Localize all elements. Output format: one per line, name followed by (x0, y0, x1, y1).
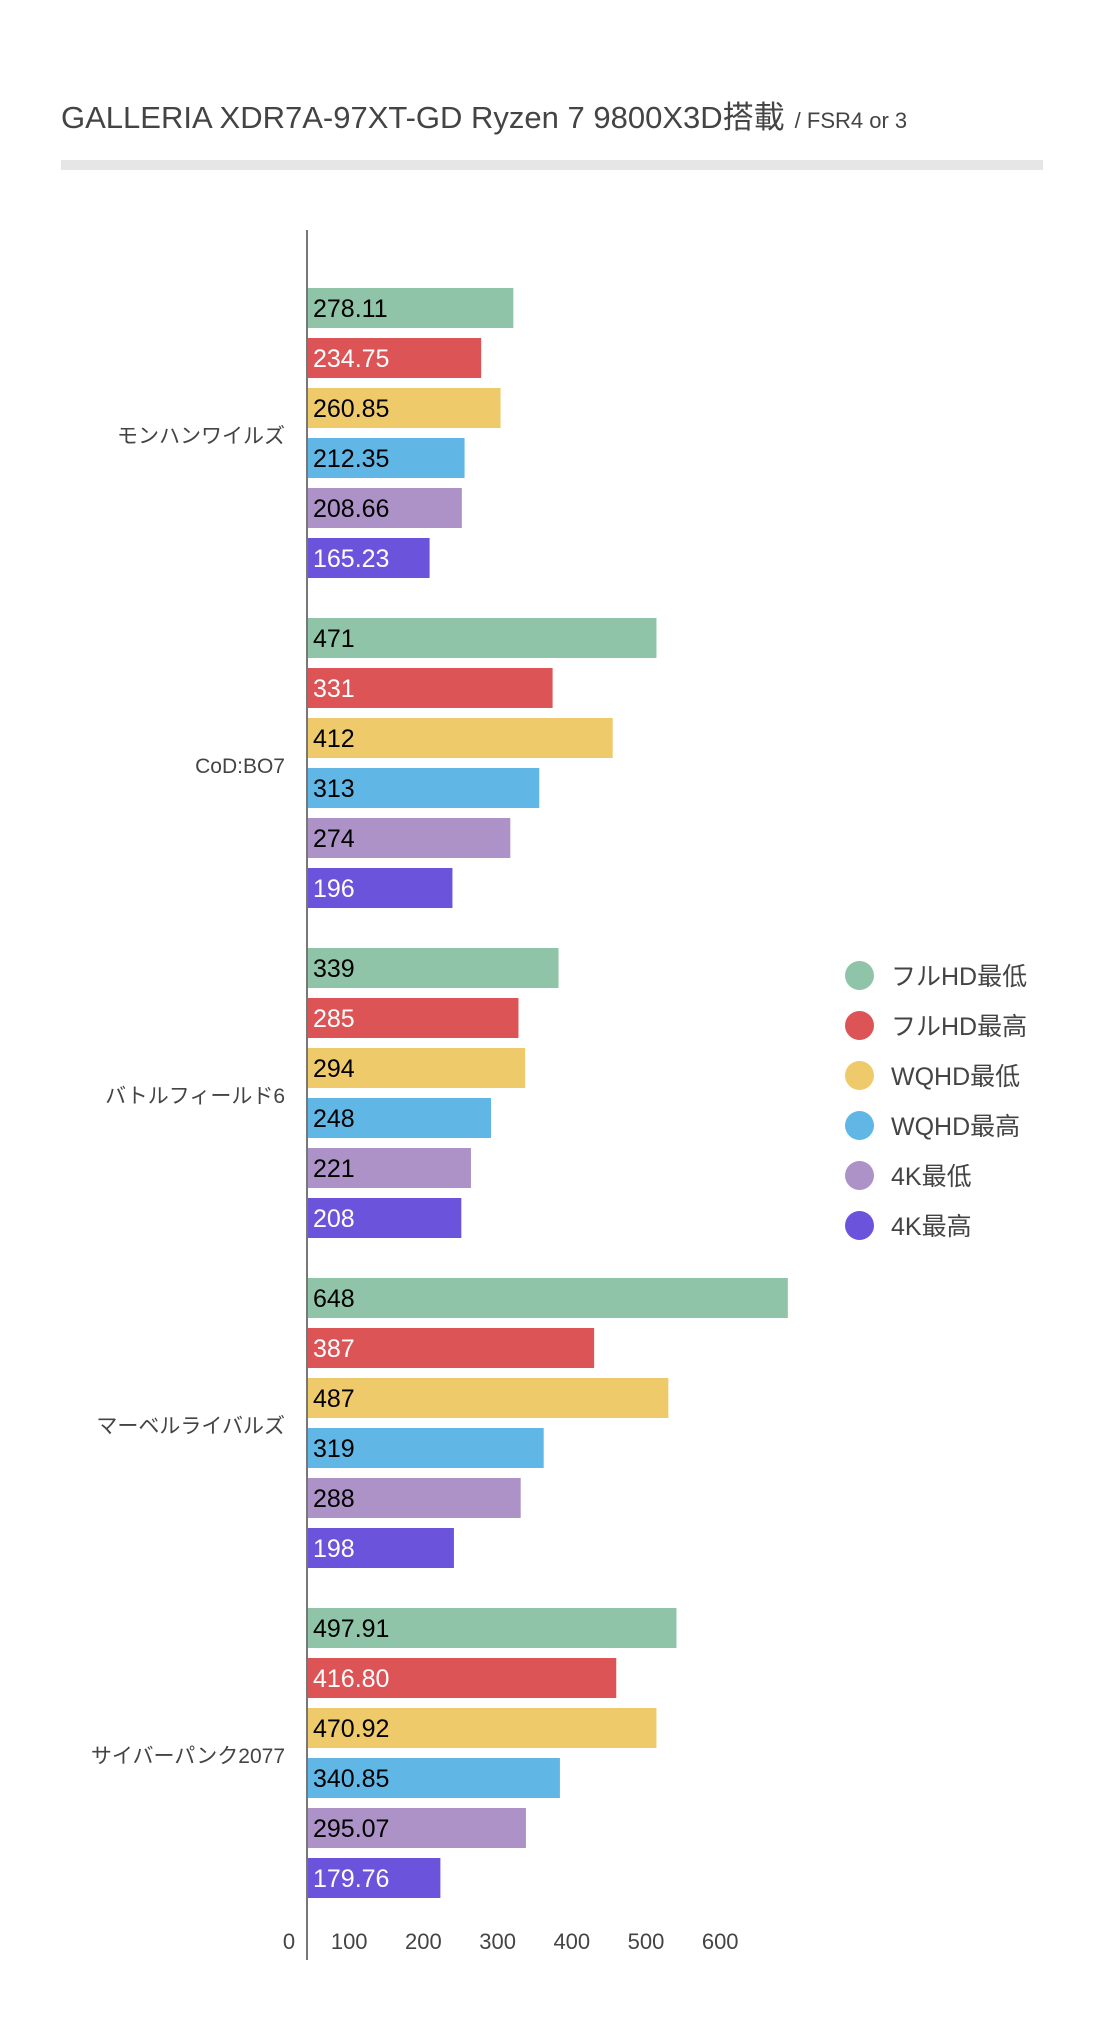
bar (307, 1478, 521, 1518)
bar-value-label: 487 (313, 1385, 355, 1413)
bar-value-label: 331 (313, 675, 355, 703)
x-tick-label: 0 (283, 1929, 295, 1954)
bar (307, 1378, 669, 1418)
bar-value-label: 165.23 (313, 545, 389, 573)
category-label: CoD:BO7 (195, 755, 285, 778)
bar (307, 1148, 471, 1188)
category-label: バトルフィールド6 (105, 1085, 285, 1108)
bar-value-label: 416.80 (313, 1665, 389, 1693)
legend-label: フルHD最低 (891, 963, 1028, 991)
bar-value-label: 340.85 (313, 1765, 389, 1793)
bar-value-label: 221 (313, 1155, 355, 1183)
x-tick-label: 300 (479, 1929, 516, 1954)
legend-label: WQHD最低 (891, 1063, 1021, 1091)
bar (307, 338, 482, 378)
bar (307, 1328, 595, 1368)
bar-value-label: 208 (313, 1205, 355, 1233)
category-label: モンハンワイルズ (117, 425, 285, 448)
bar-value-label: 288 (313, 1485, 355, 1513)
bar (307, 718, 613, 758)
bar-value-label: 648 (313, 1285, 355, 1313)
legend-item[interactable]: 4K最高 (845, 1200, 1027, 1250)
legend-item[interactable]: WQHD最低 (845, 1050, 1027, 1100)
legend-item[interactable]: 4K最低 (845, 1150, 1027, 1200)
bar (307, 768, 540, 808)
legend-swatch-icon (845, 1060, 874, 1090)
chart-title-main: GALLERIA XDR7A-97XT-GD Ryzen 7 9800X3D搭載 (61, 100, 785, 135)
bar-value-label: 497.91 (313, 1615, 389, 1643)
bar-value-label: 470.92 (313, 1715, 389, 1743)
bar-value-label: 295.07 (313, 1815, 389, 1843)
bar (307, 1278, 788, 1318)
chart-title: GALLERIA XDR7A-97XT-GD Ryzen 7 9800X3D搭載… (61, 92, 907, 137)
bar-value-label: 179.76 (313, 1865, 389, 1893)
bar (307, 1528, 454, 1568)
bar (307, 1608, 677, 1648)
bar (307, 1758, 560, 1798)
bar (307, 948, 559, 988)
bar-value-label: 248 (313, 1105, 355, 1133)
legend-label: WQHD最高 (891, 1113, 1021, 1141)
bar (307, 388, 501, 428)
legend-swatch-icon (845, 1210, 874, 1240)
x-tick-label: 400 (553, 1929, 590, 1954)
bar (307, 1048, 526, 1088)
bar (307, 1658, 617, 1698)
bar (307, 488, 462, 528)
x-tick-label: 200 (405, 1929, 442, 1954)
bar-value-label: 319 (313, 1435, 355, 1463)
bar (307, 438, 465, 478)
legend-swatch-icon (845, 960, 874, 990)
bar-value-label: 212.35 (313, 445, 389, 473)
bar (307, 618, 657, 658)
legend-swatch-icon (845, 1160, 874, 1190)
bar-value-label: 412 (313, 725, 355, 753)
category-label: マーベルライバルズ (96, 1415, 285, 1438)
bar (307, 668, 553, 708)
x-tick-label: 500 (628, 1929, 665, 1954)
bar (307, 1858, 441, 1898)
x-tick-label: 100 (331, 1929, 368, 1954)
legend-swatch-icon (845, 1110, 874, 1140)
bar-value-label: 294 (313, 1055, 355, 1083)
legend-item[interactable]: フルHD最高 (845, 1000, 1027, 1050)
legend-item[interactable]: WQHD最高 (845, 1100, 1027, 1150)
bar-value-label: 387 (313, 1335, 355, 1363)
title-divider (61, 160, 1043, 170)
x-tick-label: 600 (702, 1929, 739, 1954)
bar (307, 1708, 657, 1748)
bar (307, 998, 519, 1038)
legend-item[interactable]: フルHD最低 (845, 950, 1027, 1000)
legend: フルHD最低 フルHD最高 WQHD最低 WQHD最高 4K最低 4K最高 (845, 950, 1027, 1250)
bar (307, 1808, 526, 1848)
bar (307, 538, 430, 578)
category-label: サイバーパンク2077 (91, 1745, 285, 1768)
bar-value-label: 260.85 (313, 395, 389, 423)
legend-label: 4K最低 (891, 1163, 972, 1191)
bar-value-label: 196 (313, 875, 355, 903)
bar-value-label: 274 (313, 825, 355, 853)
bar-value-label: 208.66 (313, 495, 389, 523)
bar (307, 1098, 492, 1138)
bar-value-label: 198 (313, 1535, 355, 1563)
bar-value-label: 471 (313, 625, 355, 653)
bar (307, 1198, 462, 1238)
legend-label: 4K最高 (891, 1213, 972, 1241)
legend-label: フルHD最高 (891, 1013, 1028, 1041)
bar-value-label: 313 (313, 775, 355, 803)
chart-subtitle: / FSR4 or 3 (794, 108, 908, 133)
bar (307, 818, 511, 858)
bar (307, 1428, 544, 1468)
bar-value-label: 278.11 (313, 295, 388, 323)
bar-value-label: 234.75 (313, 345, 389, 373)
legend-swatch-icon (845, 1010, 874, 1040)
bar-value-label: 285 (313, 1005, 355, 1033)
bar (307, 868, 453, 908)
bar-value-label: 339 (313, 955, 355, 983)
bar (307, 288, 514, 328)
